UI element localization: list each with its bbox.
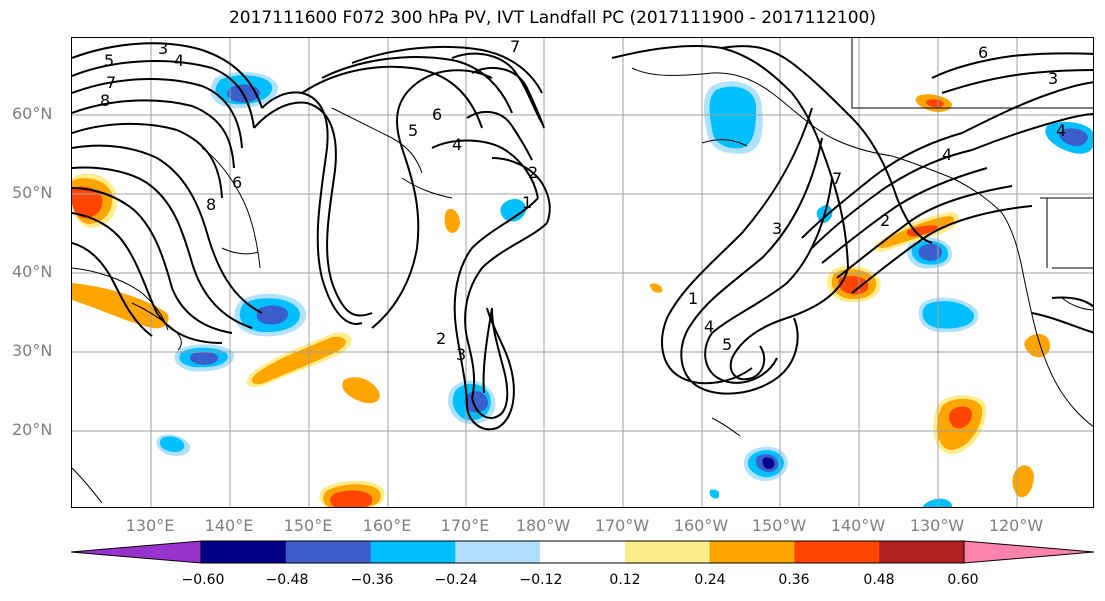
lon-label-140e: 140°E	[204, 516, 254, 535]
colorbar	[70, 540, 1095, 585]
fill-region	[949, 406, 972, 429]
pv-contours	[72, 42, 1093, 431]
contour-label: 4	[942, 145, 952, 164]
fill-region	[256, 305, 288, 325]
contour-label: 1	[688, 289, 698, 308]
colorbar-tick: 0.60	[947, 572, 979, 588]
fill-region	[918, 244, 942, 261]
lat-label-50n: 50°N	[12, 183, 53, 202]
contour-label: 4	[174, 51, 184, 70]
fill-region	[251, 336, 346, 385]
ivt-pc-shading	[72, 71, 1093, 507]
contour-label: 4	[704, 317, 714, 336]
graticule	[72, 38, 1093, 507]
fill-region	[464, 391, 488, 413]
lat-label-20n: 20°N	[12, 420, 53, 439]
fill-region	[330, 490, 373, 507]
fill-region	[838, 276, 869, 295]
colorbar-segment	[963, 540, 1095, 564]
lon-label-160w: 160°W	[673, 516, 729, 535]
contour-label: 2	[436, 329, 446, 348]
lat-label-40n: 40°N	[12, 262, 53, 281]
contour-label: 5	[408, 121, 418, 140]
contour-label: 4	[452, 135, 462, 154]
contour-label: 6	[232, 173, 242, 192]
contour-label: 3	[1048, 69, 1058, 88]
colorbar-tick: −0.60	[181, 572, 225, 588]
fill-region	[709, 489, 720, 499]
fill-region	[709, 86, 757, 149]
lat-label-60n: 60°N	[12, 104, 53, 123]
fill-region	[925, 99, 944, 108]
colorbar-segment	[879, 541, 965, 563]
fill-region	[1012, 465, 1034, 498]
contour-label: 6	[432, 105, 442, 124]
lon-label-130w: 130°W	[909, 516, 965, 535]
lon-label-170w: 170°W	[594, 516, 650, 535]
coastlines	[72, 38, 1093, 504]
lon-label-130e: 130°E	[125, 516, 175, 535]
map-canvas: 3 4 5 7 8 6 8 7 6 5 4 2 1 2 3 1 4 5 3 7 …	[72, 38, 1093, 507]
fill-region	[72, 283, 169, 329]
colorbar-segment	[201, 541, 287, 563]
lon-label-140w: 140°W	[830, 516, 886, 535]
fill-region	[650, 283, 663, 293]
colorbar-tick: −0.12	[519, 572, 563, 588]
lon-label-160e: 160°E	[362, 516, 412, 535]
contour-label: 5	[104, 51, 114, 70]
fill-region	[444, 208, 460, 233]
contour-label: 7	[510, 38, 520, 56]
colorbar-segment	[370, 541, 456, 563]
contour-label: 8	[100, 91, 110, 110]
colorbar-tick: −0.24	[434, 572, 478, 588]
fill-region	[906, 225, 938, 237]
fill-region	[190, 351, 218, 365]
lon-label-180w: 180°W	[515, 516, 571, 535]
fill-region	[159, 436, 185, 452]
fill-region	[922, 301, 975, 329]
contour-label: 7	[106, 73, 116, 92]
colorbar-tick: 0.48	[863, 572, 895, 588]
contour-label: 3	[158, 39, 168, 58]
colorbar-tick: 0.12	[609, 572, 641, 588]
lon-label-120w: 120°W	[988, 516, 1044, 535]
map-panel: 3 4 5 7 8 6 8 7 6 5 4 2 1 2 3 1 4 5 3 7 …	[71, 37, 1094, 508]
lon-label-150e: 150°E	[283, 516, 333, 535]
colorbar-segment	[455, 541, 541, 563]
contour-label: 2	[880, 211, 890, 230]
fill-region	[342, 377, 380, 404]
colorbar-tick: 0.36	[778, 572, 810, 588]
contour-labels: 3 4 5 7 8 6 8 7 6 5 4 2 1 2 3 1 4 5 3 7 …	[100, 38, 1066, 364]
contour-label: 2	[528, 163, 538, 182]
fill-region	[1024, 333, 1051, 358]
contour-label: 3	[772, 219, 782, 238]
contour-label: 6	[978, 43, 988, 62]
colorbar-segment	[624, 541, 711, 563]
map-title: 2017111600 F072 300 hPa PV, IVT Landfall…	[228, 8, 876, 28]
colorbar-segment	[709, 541, 795, 563]
colorbar-segment	[794, 541, 880, 563]
contour-label: 3	[456, 345, 466, 364]
colorbar-svg	[70, 540, 1095, 564]
fill-region	[1059, 128, 1088, 146]
contour-label: 1	[522, 193, 532, 212]
colorbar-segment	[285, 541, 372, 563]
colorbar-tick: 0.24	[694, 572, 726, 588]
colorbar-tick: −0.36	[350, 572, 394, 588]
contour-label: 8	[206, 195, 216, 214]
colorbar-outline	[200, 540, 965, 564]
fill-region	[762, 457, 775, 469]
lon-label-150w: 150°W	[751, 516, 807, 535]
colorbar-segment	[70, 540, 202, 564]
colorbar-segment	[540, 541, 626, 563]
fill-region	[500, 198, 526, 222]
contour-label: 7	[832, 169, 842, 188]
contour-label: 4	[1056, 121, 1066, 140]
lon-label-170e: 170°E	[440, 516, 490, 535]
colorbar-tick: −0.48	[265, 572, 309, 588]
lat-label-30n: 30°N	[12, 341, 53, 360]
contour-label: 5	[722, 335, 732, 354]
